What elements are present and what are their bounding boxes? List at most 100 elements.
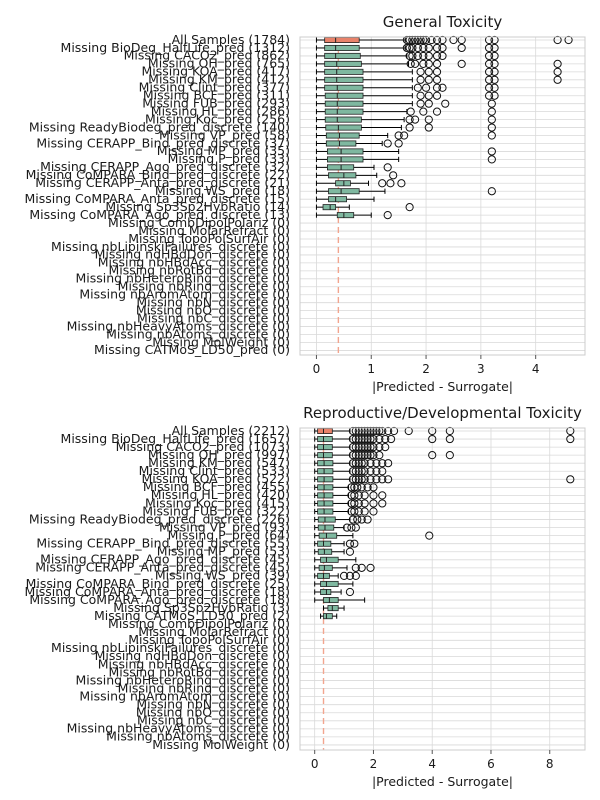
outlier-point [394,139,403,148]
category-label: Missing Koc_pred (256) [145,111,290,126]
outlier-point [351,459,360,468]
box [317,468,334,475]
category-label: Missing nbN_discrete (0) [136,294,290,309]
box [317,548,333,555]
outlier-point [394,131,403,140]
outlier-point [445,434,454,444]
boxplot [315,51,499,61]
outlier-point [348,426,357,436]
category-label: Missing KOA_pred (522) [141,471,290,486]
category-label: Missing ndHBdDon_discrete (0) [95,648,290,663]
outlier-point [384,475,393,484]
category-label: Missing FUB_pred (293) [142,95,290,110]
outlier-point [406,59,415,68]
outlier-point [378,499,387,508]
outlier-point [389,426,399,436]
outlier-point [386,179,395,188]
category-label: Missing nbHeteroRing_discrete (0) [75,271,290,286]
plot-area [300,37,585,355]
outlier-point [354,475,363,484]
box [324,76,364,83]
outlier-point [381,443,390,452]
outlier-point [360,491,369,500]
category-label: Missing ndHBdDon_discrete (0) [95,247,290,262]
outlier-point [445,426,454,436]
outlier-point [405,43,414,53]
outlier-point [366,434,375,444]
boxplot [314,556,357,563]
category-label: Missing CoMPARA_Anta_pred_discrete (15) [24,191,290,206]
boxplot [315,187,496,196]
outlier-point [410,35,420,45]
outlier-point [487,123,496,132]
category-label: Missing nbAtoms_discrete (0) [106,326,290,341]
outlier-point [378,426,387,436]
x-axis-label: |Predicted - Surrogate| [372,379,513,394]
boxplot [314,587,355,597]
outlier-point [339,571,349,581]
boxplot [323,605,345,612]
category-label: Missing CACO2_pred (1073) [116,439,290,454]
category-label: Missing nbHeavyAtoms_discrete (0) [67,318,290,333]
box [324,37,360,44]
category-label: Missing nbHeteroRing_discrete (0) [75,672,290,687]
outlier-point [445,451,454,460]
box [323,597,339,604]
boxplot [314,563,375,572]
outlier-point [490,91,499,100]
chart-panel-1: All Samples (1784)Missing BioDeg_HalfLif… [24,13,586,394]
category-label: Missing CoMPARA_Ago_pred_discrete (18) [29,592,290,607]
category-label: Missing nbN_discrete (0) [136,697,290,712]
box [327,164,355,171]
outlier-point [351,523,360,532]
boxplot [315,91,499,100]
outlier-point [405,203,414,212]
outlier-point [383,211,392,220]
category-label: Missing CATMoS_LD50_pred (2) [94,608,290,623]
outlier-point [345,547,355,556]
outlier-point [424,91,433,100]
outlier-point [438,35,447,45]
outlier-point [484,59,494,68]
outlier-point [342,523,352,532]
outlier-point [345,571,355,581]
plot-frame [299,36,586,356]
outlier-point [487,107,496,116]
box [325,132,360,139]
chart-title: Reproductive/Developmental Toxicity [303,404,582,422]
outlier-point [363,515,372,524]
category-label: Missing nbRotBd_discrete (0) [109,664,291,679]
boxplot [315,123,496,132]
outlier-point [366,426,375,436]
boxplot [314,459,393,468]
category-label: Missing HL_pred (286) [151,103,290,118]
outlier-point [413,83,422,92]
x-tick-label: 8 [546,757,554,771]
boxplot [314,451,454,460]
outlier-point [363,434,372,444]
outlier-point [490,43,499,53]
category-label: Missing nbRotBd_discrete (0) [109,263,291,278]
outlier-point [357,459,366,468]
outlier-point [351,475,360,484]
outlier-point [354,507,363,516]
outlier-point [408,51,417,61]
boxplot [314,467,387,476]
outlier-point [553,67,562,76]
category-label: Missing nbC_discrete (0) [137,310,290,325]
outlier-point [348,515,357,524]
outlier-point [353,515,362,524]
box [328,188,360,195]
outlier-point [354,467,363,476]
boxplot [315,99,496,108]
box [324,52,361,59]
outlier-point [564,35,573,45]
category-label: Missing Sp3Sp2HybRatio (14) [105,199,290,214]
box [317,476,334,483]
box [317,452,333,459]
box [324,100,364,107]
outlier-point [424,59,433,68]
outlier-point [449,35,458,45]
boxplot [314,571,360,581]
outlier-point [432,43,442,53]
